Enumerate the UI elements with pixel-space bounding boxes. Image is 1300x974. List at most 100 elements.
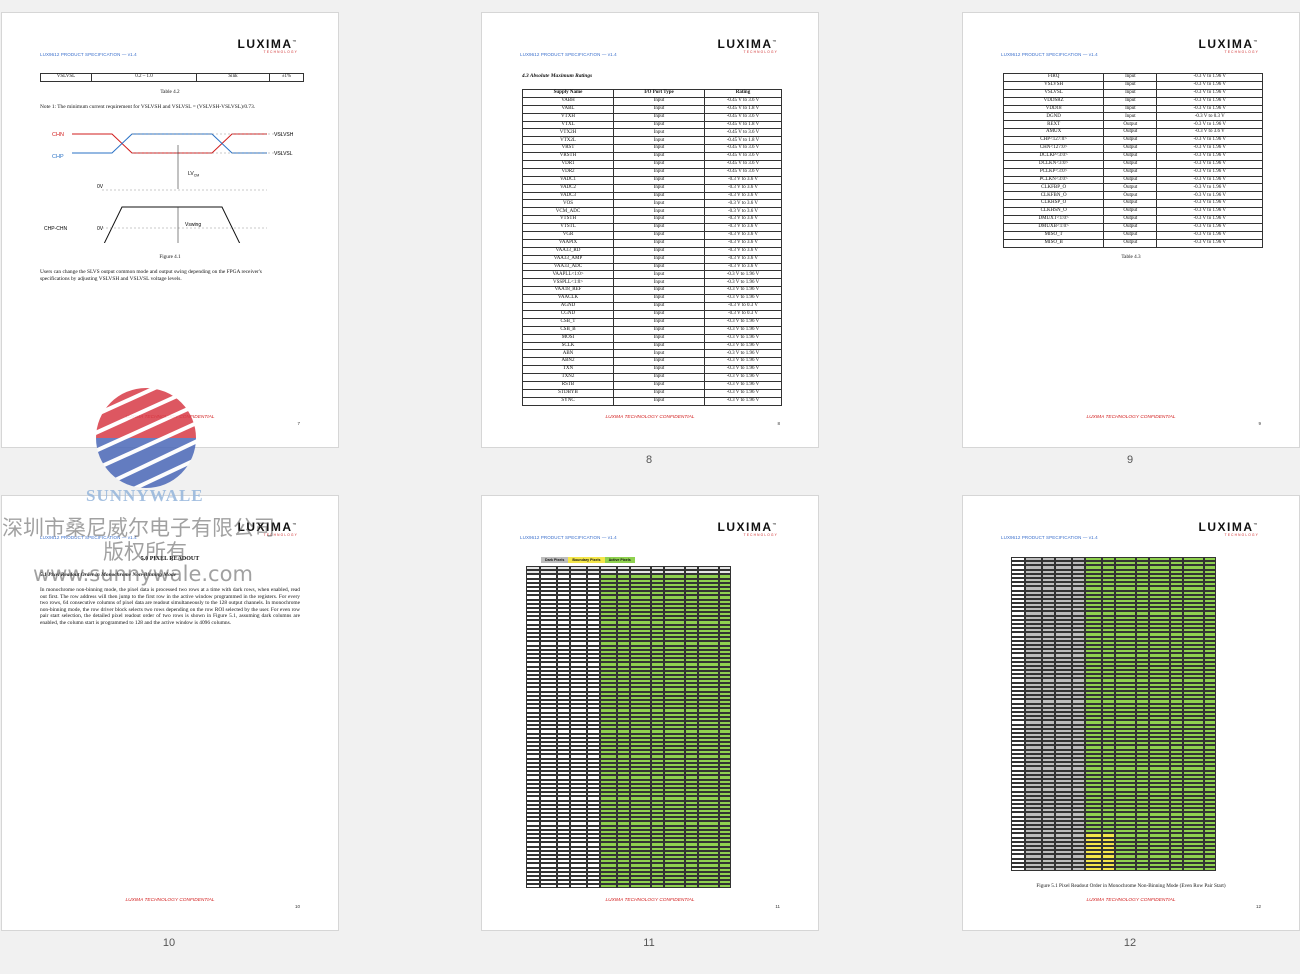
grid-cell — [1115, 862, 1136, 867]
grid-cell — [1085, 799, 1102, 805]
grid-cell — [1170, 707, 1183, 712]
grid-cell — [1115, 799, 1136, 805]
grid-cell — [617, 808, 630, 814]
grid-cell — [557, 700, 570, 705]
grid-cell — [557, 838, 570, 843]
grid-cell — [1170, 607, 1183, 612]
grid-cell — [630, 792, 651, 797]
grid-cell — [685, 607, 698, 613]
grid-cell — [617, 729, 630, 734]
grid-cell — [540, 578, 557, 583]
grid-cell — [1136, 640, 1149, 645]
page-number: 8 — [777, 421, 780, 426]
grid-cell — [1025, 833, 1042, 838]
grid-cell — [664, 754, 685, 759]
grid-cell — [1085, 762, 1102, 767]
grid-cell — [617, 607, 630, 613]
grid-cell — [570, 867, 587, 872]
grid-cell — [1025, 795, 1042, 800]
grid-cell — [651, 570, 664, 575]
grid-cell — [526, 582, 540, 587]
grid-cell — [630, 603, 651, 608]
grid-cell — [1042, 737, 1055, 742]
grid-cell — [1149, 804, 1170, 809]
grid-cell — [1183, 866, 1204, 872]
grid-row — [526, 846, 731, 851]
grid-cell — [1011, 758, 1025, 763]
grid-cell — [719, 825, 731, 830]
grid-cell — [587, 817, 600, 822]
document-page-12[interactable]: LUX9612 PRODUCT SPECIFICATION — v1.4 LUX… — [962, 495, 1300, 931]
grid-cell — [1115, 850, 1136, 855]
grid-cell — [600, 829, 617, 834]
grid-row — [1011, 850, 1216, 855]
document-page-9[interactable]: LUX9612 PRODUCT SPECIFICATION — v1.4 LUX… — [962, 12, 1300, 448]
grid-cell — [685, 741, 698, 747]
grid-cell — [526, 846, 540, 851]
grid-cell — [526, 779, 540, 784]
grid-cell — [1042, 699, 1055, 704]
table-cell: ±1% — [269, 73, 304, 82]
grid-cell — [526, 628, 540, 633]
grid-cell — [630, 750, 651, 755]
grid-cell — [664, 683, 685, 688]
grid-cell — [1183, 774, 1204, 779]
grid-cell — [698, 633, 719, 638]
grid-cell — [698, 850, 719, 855]
grid-cell — [698, 708, 719, 713]
table-cell: Output — [1103, 238, 1158, 248]
grid-cell — [1183, 607, 1204, 612]
grid-cell — [1204, 582, 1216, 587]
grid-cell — [1085, 850, 1102, 855]
grid-cell — [617, 863, 630, 868]
grid-cell — [1055, 841, 1072, 846]
grid-cell — [1085, 833, 1102, 838]
grid-cell — [587, 796, 600, 801]
grid-cell — [1055, 762, 1072, 767]
grid-cell — [526, 612, 540, 617]
grid-cell — [1115, 774, 1136, 779]
table-row: VOS Input -0.3 V to 3.6 V — [522, 199, 782, 209]
grid-cell — [1011, 845, 1025, 851]
grid-cell — [557, 863, 570, 868]
table-row: VTSTL Input -0.3 V to 3.6 V — [522, 223, 782, 233]
grid-cell — [1085, 674, 1102, 679]
grid-cell — [617, 586, 630, 592]
grid-cell — [1042, 753, 1055, 758]
grid-cell — [719, 591, 731, 596]
grid-cell — [1136, 619, 1149, 624]
grid-cell — [557, 859, 570, 864]
grid-cell — [664, 641, 685, 646]
logo-subtitle: TECHNOLOGY — [1224, 533, 1259, 537]
grid-cell — [719, 624, 731, 629]
table-row: VTXL Input -0.45 V to 1.8 V — [522, 120, 782, 130]
grid-cell — [1042, 795, 1055, 800]
grid-cell — [1055, 716, 1072, 721]
grid-cell — [570, 616, 587, 621]
grid-cell — [600, 607, 617, 613]
grid-cell — [540, 842, 557, 847]
grid-cell — [1072, 762, 1085, 767]
grid-cell — [651, 783, 664, 788]
grid-cell — [651, 720, 664, 726]
document-page-11[interactable]: LUX9612 PRODUCT SPECIFICATION — v1.4 LUX… — [481, 495, 819, 931]
document-page-7[interactable]: LUX9612 PRODUCT SPECIFICATION — v1.4 LUX… — [1, 12, 339, 448]
grid-cell — [1011, 766, 1025, 771]
table-cell: VOS — [522, 199, 614, 209]
grid-cell — [570, 850, 587, 855]
grid-cell — [651, 775, 664, 780]
grid-cell — [600, 691, 617, 696]
grid-cell — [719, 754, 731, 759]
grid-cell — [600, 670, 617, 675]
table-cell: AGND — [522, 302, 614, 311]
grid-cell — [664, 884, 685, 889]
grid-cell — [1025, 837, 1042, 842]
grid-row — [526, 775, 731, 780]
grid-cell — [685, 850, 698, 855]
logo-word: LUXIMA — [1198, 520, 1254, 534]
grid-cell — [1011, 737, 1025, 742]
document-page-10[interactable]: LUX9612 PRODUCT SPECIFICATION — v1.4 LUX… — [1, 495, 339, 931]
document-page-8[interactable]: LUX9612 PRODUCT SPECIFICATION — v1.4 LUX… — [481, 12, 819, 448]
grid-row — [526, 762, 731, 767]
table-row: VAA33_RD Input -0.3 V to 3.6 V — [522, 246, 782, 256]
